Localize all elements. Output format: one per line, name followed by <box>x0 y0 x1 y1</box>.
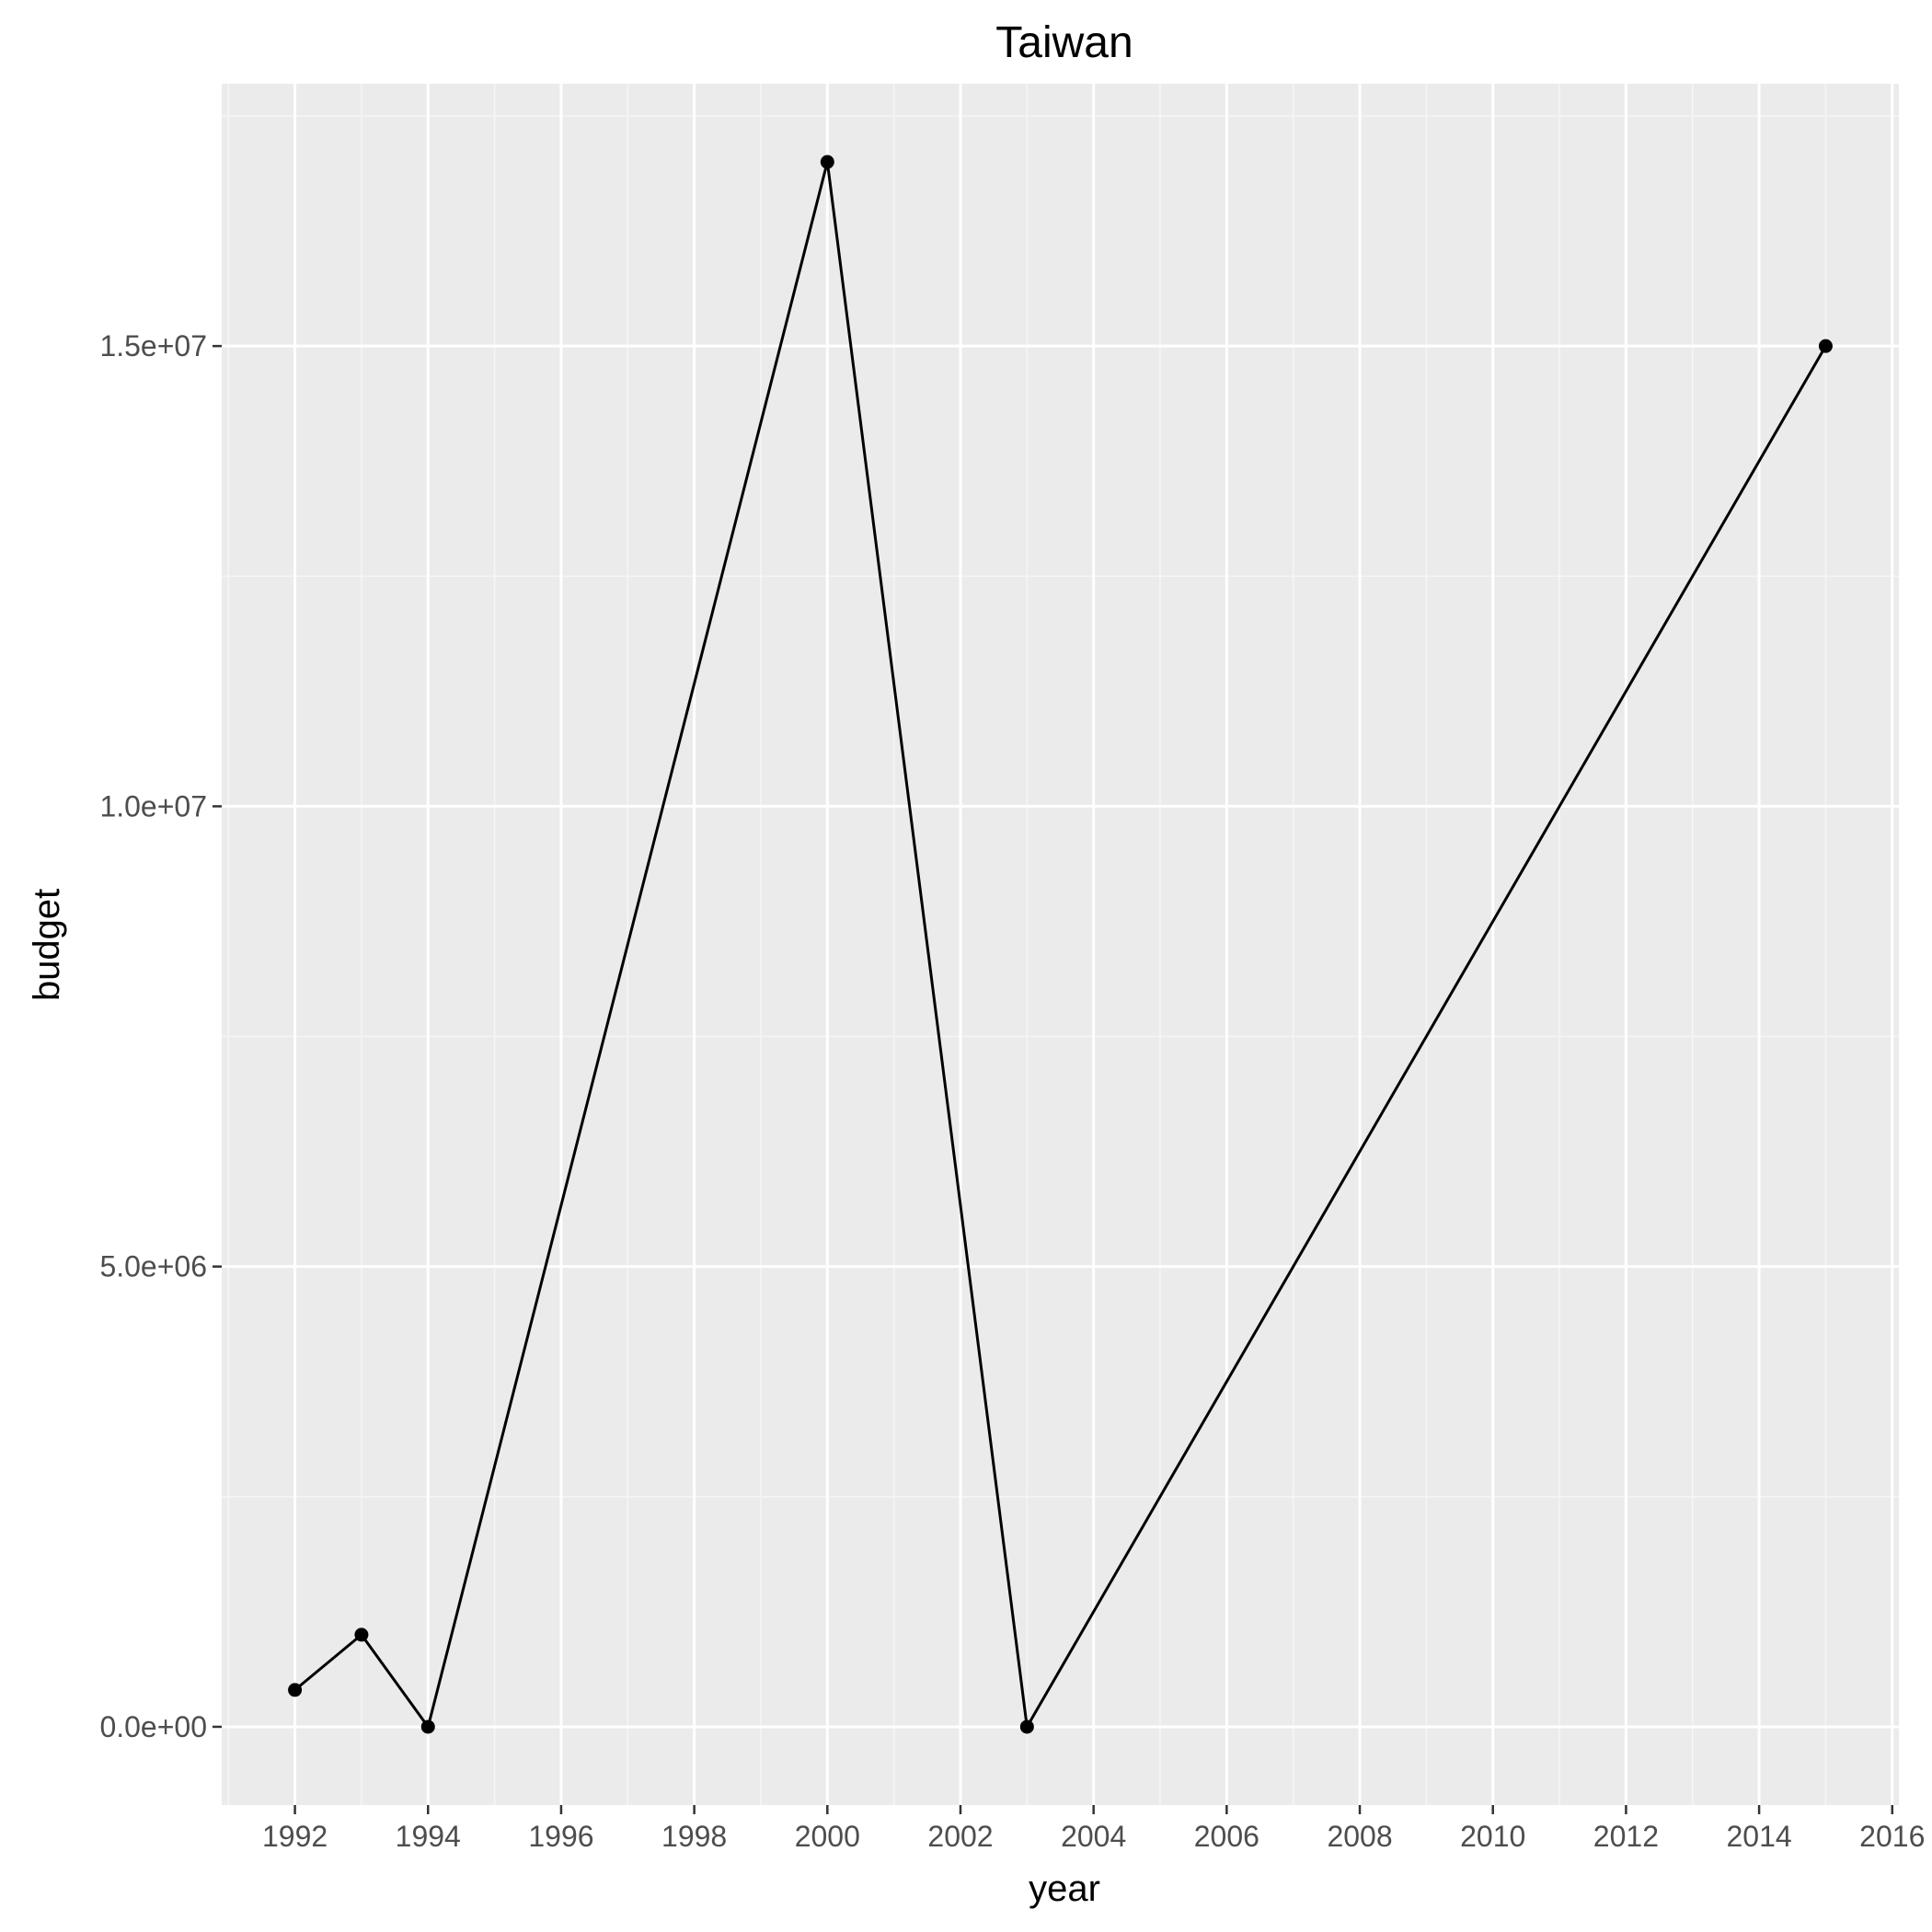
series-layer <box>288 155 1833 1734</box>
x-axis-title: year <box>1029 1869 1100 1909</box>
x-axis: 1992 1994 1996 1998 2000 2002 2004 2006 2008 2010… <box>262 1805 1925 1853</box>
grid-major <box>222 84 1899 1805</box>
y-tick-label: 0.0e+00 <box>99 1710 207 1743</box>
y-tick-label: 5.0e+06 <box>99 1250 207 1283</box>
y-tick-label: 1.0e+07 <box>99 789 207 822</box>
x-tick-label: 1994 <box>396 1820 461 1853</box>
x-tick-label: 2014 <box>1726 1820 1791 1853</box>
data-point <box>354 1627 369 1642</box>
x-tick-label: 2002 <box>927 1820 993 1853</box>
x-tick-label: 2008 <box>1327 1820 1392 1853</box>
x-tick-label: 2016 <box>1859 1820 1925 1853</box>
series-line <box>293 160 1827 1729</box>
x-tick-label: 1996 <box>528 1820 593 1853</box>
x-tick-label: 2010 <box>1460 1820 1525 1853</box>
plot-panel <box>222 84 1899 1805</box>
grid-minor <box>222 84 1899 1805</box>
x-tick-label: 2006 <box>1194 1820 1259 1853</box>
data-point <box>1019 1719 1034 1734</box>
x-tick-label: 1998 <box>661 1820 727 1853</box>
y-tick-label: 1.5e+07 <box>99 329 207 362</box>
x-tick-label: 1992 <box>262 1820 328 1853</box>
x-tick-label: 2000 <box>795 1820 860 1853</box>
chart-title: Taiwan <box>995 18 1133 67</box>
x-tick-label: 2004 <box>1061 1820 1126 1853</box>
y-axis: 0.0e+00 5.0e+06 1.0e+07 1.5e+07 <box>99 329 222 1743</box>
y-axis-title: budget <box>27 889 67 1001</box>
data-point <box>420 1719 435 1734</box>
x-tick-label: 2012 <box>1593 1820 1659 1853</box>
data-point <box>288 1683 303 1697</box>
data-point <box>1818 339 1833 353</box>
data-point <box>820 155 834 169</box>
